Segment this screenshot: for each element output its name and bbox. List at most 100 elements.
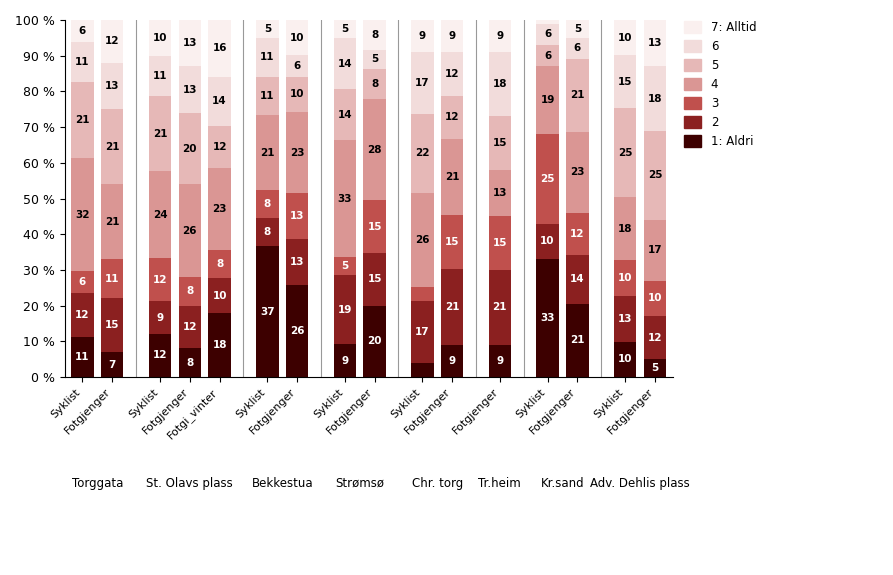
- Text: 11: 11: [75, 352, 89, 362]
- Bar: [411, 193, 433, 287]
- Bar: [566, 255, 588, 304]
- Text: 9: 9: [341, 355, 348, 366]
- Bar: [334, 140, 356, 257]
- Text: 13: 13: [618, 314, 632, 324]
- Bar: [566, 37, 588, 59]
- Bar: [644, 67, 666, 131]
- Bar: [411, 301, 433, 363]
- Bar: [566, 59, 588, 132]
- Text: 22: 22: [415, 148, 430, 159]
- Bar: [566, 213, 588, 255]
- Text: 13: 13: [105, 81, 120, 91]
- Text: 14: 14: [213, 96, 227, 106]
- Bar: [334, 344, 356, 377]
- Text: 13: 13: [182, 38, 197, 48]
- Bar: [71, 293, 94, 337]
- Text: 19: 19: [338, 305, 352, 315]
- Bar: [208, 168, 230, 250]
- Text: 18: 18: [618, 224, 632, 233]
- Text: 20: 20: [182, 144, 197, 154]
- Bar: [334, 38, 356, 89]
- Text: 19: 19: [540, 95, 555, 105]
- Bar: [179, 184, 201, 277]
- Text: 9: 9: [419, 31, 426, 41]
- Text: 21: 21: [105, 217, 120, 227]
- Bar: [71, 159, 94, 271]
- Text: 14: 14: [570, 274, 585, 284]
- Bar: [179, 306, 201, 348]
- Bar: [363, 99, 386, 201]
- Text: 21: 21: [445, 302, 459, 312]
- Text: Torggata: Torggata: [71, 477, 123, 490]
- Text: 5: 5: [341, 261, 348, 271]
- Bar: [149, 20, 171, 56]
- Bar: [411, 52, 433, 114]
- Text: 10: 10: [290, 89, 305, 99]
- Text: Tr.heim: Tr.heim: [479, 477, 522, 490]
- Text: 21: 21: [153, 129, 167, 139]
- Text: 10: 10: [618, 273, 632, 283]
- Text: 25: 25: [540, 174, 555, 184]
- Text: 10: 10: [540, 236, 555, 246]
- Bar: [179, 277, 201, 306]
- Text: 9: 9: [497, 356, 504, 366]
- Bar: [488, 270, 511, 345]
- Bar: [101, 352, 123, 377]
- Text: 18: 18: [493, 79, 507, 89]
- Text: 8: 8: [186, 286, 194, 296]
- Text: 14: 14: [338, 110, 352, 120]
- Bar: [363, 20, 386, 50]
- Bar: [179, 348, 201, 377]
- Text: 26: 26: [415, 235, 430, 245]
- Bar: [101, 298, 123, 352]
- Bar: [286, 55, 308, 76]
- Text: 13: 13: [647, 38, 662, 48]
- Bar: [613, 20, 636, 55]
- Text: 17: 17: [415, 327, 430, 337]
- Bar: [149, 171, 171, 258]
- Text: 12: 12: [153, 350, 167, 361]
- Bar: [334, 89, 356, 140]
- Bar: [537, 20, 559, 24]
- Text: Chr. torg: Chr. torg: [412, 477, 463, 490]
- Text: 21: 21: [493, 302, 507, 312]
- Text: 21: 21: [105, 142, 120, 152]
- Text: 10: 10: [618, 33, 632, 43]
- Bar: [256, 218, 279, 246]
- Text: 32: 32: [75, 210, 89, 220]
- Bar: [441, 52, 463, 95]
- Bar: [441, 139, 463, 214]
- Text: 21: 21: [570, 335, 585, 345]
- Text: 21: 21: [75, 115, 89, 125]
- Bar: [537, 224, 559, 259]
- Bar: [71, 271, 94, 293]
- Text: 9: 9: [156, 313, 163, 323]
- Bar: [334, 257, 356, 275]
- Bar: [644, 359, 666, 377]
- Bar: [488, 20, 511, 52]
- Text: 33: 33: [540, 313, 555, 323]
- Bar: [101, 20, 123, 63]
- Text: 11: 11: [153, 71, 167, 81]
- Text: 8: 8: [371, 30, 379, 40]
- Text: 15: 15: [445, 237, 459, 247]
- Text: 12: 12: [75, 310, 89, 320]
- Bar: [149, 95, 171, 171]
- Bar: [256, 190, 279, 218]
- Bar: [149, 56, 171, 95]
- Text: 9: 9: [448, 31, 455, 41]
- Text: 6: 6: [79, 26, 86, 36]
- Bar: [537, 259, 559, 377]
- Text: 25: 25: [647, 170, 662, 181]
- Text: 15: 15: [493, 238, 507, 248]
- Bar: [441, 344, 463, 377]
- Text: 12: 12: [445, 112, 459, 122]
- Bar: [644, 20, 666, 67]
- Text: 17: 17: [647, 246, 663, 255]
- Bar: [256, 20, 279, 38]
- Text: 21: 21: [260, 148, 274, 158]
- Bar: [71, 82, 94, 159]
- Bar: [363, 201, 386, 253]
- Bar: [256, 38, 279, 76]
- Text: 7: 7: [109, 359, 116, 370]
